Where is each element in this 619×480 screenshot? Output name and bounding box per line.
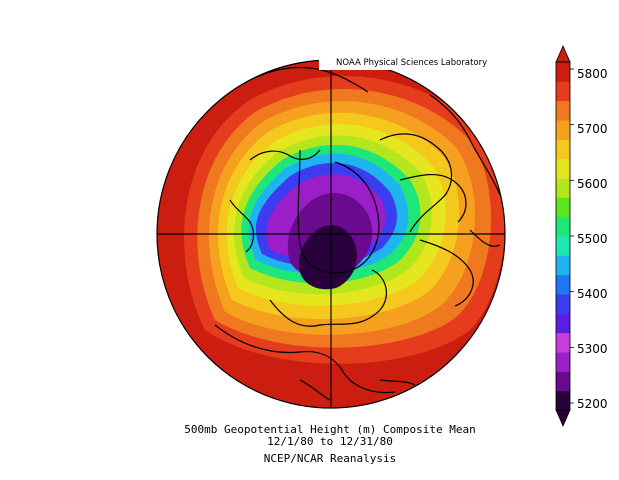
colorbar-band: [556, 390, 570, 411]
colorbar-band: [556, 236, 570, 256]
coastlines: [214, 66, 501, 401]
colorbar-tick-label: 5600: [577, 177, 608, 191]
colorbar-tick-label: 5700: [577, 122, 608, 136]
contour-band: [298, 225, 357, 290]
colorbar-tick-label: 5500: [577, 232, 608, 246]
colorbar-tick-label: 5800: [577, 67, 608, 81]
credit-label: NOAA Physical Sciences Laboratory: [336, 58, 488, 68]
colorbar-band: [556, 371, 570, 392]
colorbar-band: [556, 100, 570, 121]
colorbar-band: [556, 313, 570, 334]
colorbar-band: [556, 352, 570, 372]
colorbar-tick-label: 5400: [577, 287, 608, 301]
colorbar-tick-label: 5300: [577, 342, 608, 356]
colorbar-band: [556, 274, 570, 295]
colorbar-band: [556, 294, 570, 314]
colorbar-band: [556, 158, 570, 179]
colorbar-band: [556, 81, 570, 102]
colorbar-band: [556, 120, 570, 140]
colorbar-band: [556, 62, 570, 82]
map-title: 500mb Geopotential Height (m) Composite …: [184, 423, 476, 436]
colorbar-arrow-high: [555, 45, 571, 63]
colorbar-band: [556, 178, 570, 198]
colorbar-tick-label: 5200: [577, 397, 608, 411]
colorbar-band: [556, 255, 570, 276]
colorbar: [555, 45, 574, 427]
colorbar-band: [556, 197, 570, 218]
date-range: 12/1/80 to 12/31/80: [267, 435, 393, 448]
credit-box: [319, 54, 505, 70]
colorbar-band: [556, 216, 570, 237]
dataset-name: NCEP/NCAR Reanalysis: [263, 452, 397, 465]
polar-map-disk: [157, 60, 505, 408]
colorbar-band: [556, 332, 570, 353]
colorbar-band: [556, 139, 570, 160]
